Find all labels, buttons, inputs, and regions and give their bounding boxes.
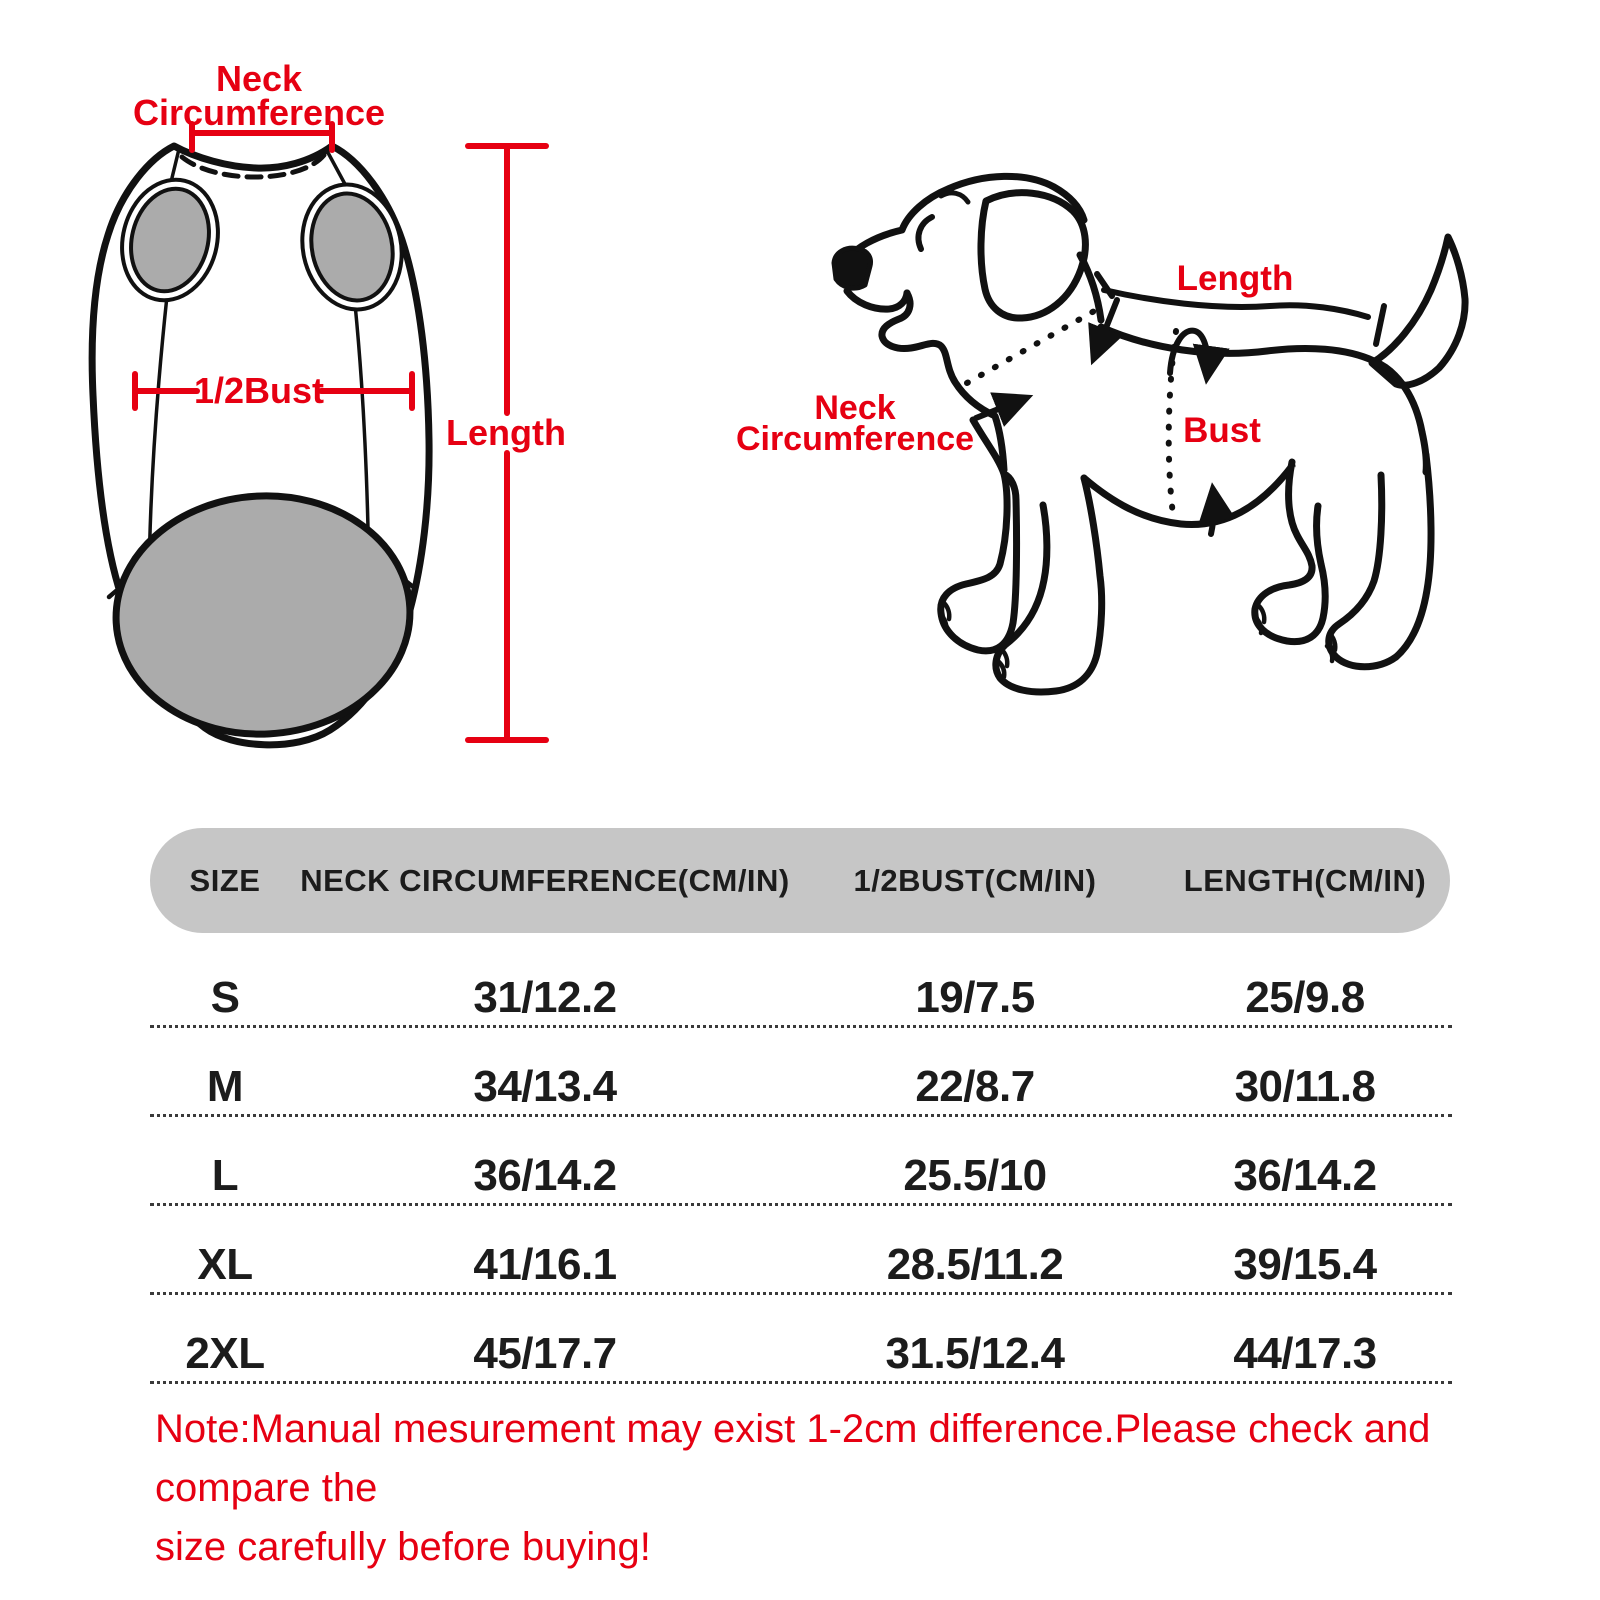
paw-toes	[938, 600, 1338, 680]
dog-bust-label: Bust	[1183, 411, 1261, 450]
cell-bust: 31.5/12.4	[885, 1329, 1066, 1378]
table-row-xl: XL 41/16.1 28.5/11.2 39/15.4	[150, 1206, 1452, 1295]
garment-length-label: Length	[446, 412, 566, 453]
cell-length: 39/15.4	[1233, 1240, 1377, 1289]
cell-size: S	[210, 973, 240, 1022]
cell-bust: 19/7.5	[915, 973, 1035, 1022]
cell-size: 2XL	[185, 1329, 265, 1378]
cell-length: 25/9.8	[1245, 973, 1365, 1022]
garment-half-bust-label: 1/2Bust	[193, 370, 325, 411]
table-row-2xl: 2XL 45/17.7 31.5/12.4 44/17.3	[150, 1295, 1452, 1384]
cell-size: XL	[197, 1240, 253, 1289]
cell-neck: 31/12.2	[473, 973, 617, 1022]
table-row-s: S 31/12.2 19/7.5 25/9.8	[150, 939, 1452, 1028]
cell-size: M	[206, 1062, 244, 1111]
col-header-bust: 1/2BUST(CM/IN)	[853, 862, 1097, 898]
puppy-measure-annotations	[964, 271, 1387, 537]
puppy-nose	[831, 245, 873, 291]
size-table-body: S 31/12.2 19/7.5 25/9.8 M 34/13.4 22/8.7…	[150, 939, 1452, 1384]
measurement-note: Note:Manual mesurement may exist 1-2cm d…	[155, 1400, 1500, 1577]
table-row-m: M 34/13.4 22/8.7 30/11.8	[150, 1028, 1452, 1117]
cell-length: 30/11.8	[1234, 1062, 1376, 1111]
size-table-header: SIZE NECK CIRCUMFERENCE(CM/IN) 1/2BUST(C…	[150, 828, 1450, 933]
garment-outline-drawing	[88, 142, 433, 749]
cell-neck: 34/13.4	[473, 1062, 617, 1111]
cell-length: 36/14.2	[1233, 1151, 1377, 1200]
puppy-eye	[915, 214, 935, 252]
table-row-l: L 36/14.2 25.5/10 36/14.2	[150, 1117, 1452, 1206]
col-header-size: SIZE	[189, 862, 261, 898]
puppy-drawing	[831, 172, 1469, 696]
right-armhole	[300, 182, 404, 312]
dog-neck-circumference-label: Neck Circumference	[735, 389, 975, 458]
garment-neck-circumference-label: Neck Circumference	[132, 58, 386, 133]
cell-bust: 28.5/11.2	[886, 1240, 1064, 1289]
cell-bust: 25.5/10	[903, 1151, 1047, 1200]
cell-neck: 36/14.2	[473, 1151, 617, 1200]
left-armhole	[120, 177, 220, 303]
cell-length: 44/17.3	[1233, 1329, 1377, 1378]
col-header-length: LENGTH(CM/IN)	[1183, 862, 1427, 898]
note-line-1: Note:Manual mesurement may exist 1-2cm d…	[155, 1407, 1431, 1510]
col-header-neck: NECK CIRCUMFERENCE(CM/IN)	[300, 862, 790, 898]
belly-panel	[112, 492, 414, 738]
garment-measure-lines	[132, 121, 549, 743]
puppy-ear	[977, 189, 1089, 322]
cell-bust: 22/8.7	[915, 1062, 1035, 1111]
cell-neck: 45/17.7	[473, 1329, 617, 1378]
dog-length-label: Length	[1176, 259, 1294, 298]
note-line-2: size carefully before buying!	[155, 1525, 651, 1569]
cell-neck: 41/16.1	[473, 1240, 617, 1289]
cell-size: L	[211, 1151, 239, 1200]
puppy-brow	[938, 190, 971, 205]
